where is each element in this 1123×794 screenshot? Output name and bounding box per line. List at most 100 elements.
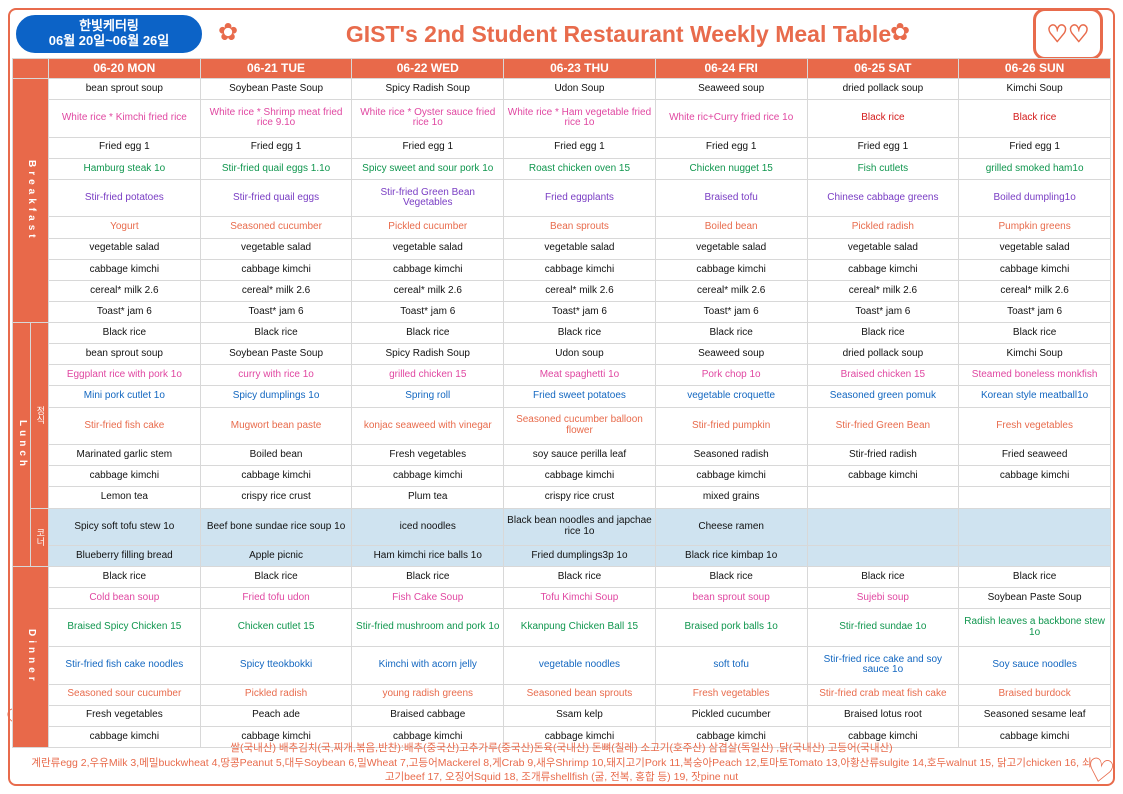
table-row: Stir-fried fish cakeMugwort bean pasteko… [13,407,1111,445]
meal-cell: Black rice [200,323,352,344]
table-row: Breakfastbean sprout soupSoybean Paste S… [13,79,1111,100]
meal-cell: Boiled bean [655,217,807,238]
meal-cell: Seasoned cucumber [200,217,352,238]
table-row: cereal* milk 2.6cereal* milk 2.6cereal* … [13,280,1111,301]
meal-cell: Yogurt [49,217,201,238]
meal-cell: Lemon tea [49,487,201,508]
flower-icon: ✿ [890,18,910,47]
meal-cell: Sujebi soup [807,588,959,609]
meal-cell: cabbage kimchi [504,466,656,487]
day-head: 06-25 SAT [807,59,959,79]
table-row: Fresh vegetablesPeach adeBraised cabbage… [13,705,1111,726]
meal-cell [959,487,1111,508]
meal-cell: Stir-fried crab meat fish cake [807,684,959,705]
meal-cell: iced noodles [352,508,504,546]
meal-cell: Fresh vegetables [959,407,1111,445]
meal-cell: cabbage kimchi [807,259,959,280]
meal-cell: Seasoned bean sprouts [504,684,656,705]
flower-icon: ✿ [218,18,238,47]
meal-cell [807,508,959,546]
table-row: Eggplant rice with pork 1ocurry with ric… [13,365,1111,386]
table-row: Marinated garlic stemBoiled beanFresh ve… [13,445,1111,466]
meal-cell: Black rice kimbap 1o [655,546,807,567]
meal-cell: Udon soup [504,344,656,365]
meal-cell: mixed grains [655,487,807,508]
meal-cell: Spicy Radish Soup [352,344,504,365]
meal-cell: Roast chicken oven 15 [504,158,656,179]
meal-cell: Pickled radish [807,217,959,238]
meal-cell: Radish leaves a backbone stew 1o [959,609,1111,647]
meal-cell: grilled smoked ham1o [959,158,1111,179]
meal-cell: Tofu Kimchi Soup [504,588,656,609]
meal-cell: cabbage kimchi [49,259,201,280]
meal-cell: Fried egg 1 [807,137,959,158]
badge-line1: 한빛케터링 [79,19,139,34]
meal-cell: Spicy Radish Soup [352,79,504,100]
meal-cell: Stir-fried radish [807,445,959,466]
meal-cell: cabbage kimchi [200,466,352,487]
meal-cell: Marinated garlic stem [49,445,201,466]
meal-cell: Fried seaweed [959,445,1111,466]
meal-cell: Spicy tteokbokki [200,646,352,684]
meal-cell: Black rice [49,323,201,344]
meal-cell: Toast* jam 6 [655,301,807,322]
meal-cell: cabbage kimchi [959,466,1111,487]
meal-cell: Soybean Paste Soup [200,79,352,100]
meal-cell: grilled chicken 15 [352,365,504,386]
meal-cell: Toast* jam 6 [807,301,959,322]
day-head: 06-26 SUN [959,59,1111,79]
meal-cell: Black rice [655,567,807,588]
meal-cell: Beef bone sundae rice soup 1o [200,508,352,546]
meal-cell: Hamburg steak 1o [49,158,201,179]
meal-cell: vegetable salad [504,238,656,259]
meal-cell: Stir-fried quail eggs [200,179,352,217]
meal-cell: Udon Soup [504,79,656,100]
table-row: 코너Spicy soft tofu stew 1oBeef bone sunda… [13,508,1111,546]
meal-cell: crispy rice crust [200,487,352,508]
meal-cell [807,546,959,567]
meal-cell: cabbage kimchi [352,466,504,487]
table-row: DinnerBlack riceBlack riceBlack riceBlac… [13,567,1111,588]
table-row: Hamburg steak 1oStir-fried quail eggs 1.… [13,158,1111,179]
meal-cell: Black rice [959,323,1111,344]
meal-cell: Fresh vegetables [352,445,504,466]
meal-cell: cereal* milk 2.6 [959,280,1111,301]
meal-cell: White rice * Oyster sauce fried rice 1o [352,100,504,138]
meal-cell: cabbage kimchi [959,259,1111,280]
table-row: Fried egg 1Fried egg 1Fried egg 1Fried e… [13,137,1111,158]
meal-cell: Kimchi Soup [959,344,1111,365]
meal-cell: dried pollack soup [807,79,959,100]
meal-cell: Stir-fried Green Bean Vegetables [352,179,504,217]
meal-cell: Fried egg 1 [504,137,656,158]
meal-cell: Mugwort bean paste [200,407,352,445]
meal-cell: soft tofu [655,646,807,684]
meal-cell: cereal* milk 2.6 [200,280,352,301]
meal-cell: Seasoned sesame leaf [959,705,1111,726]
meal-tbody: Breakfastbean sprout soupSoybean Paste S… [13,79,1111,748]
meal-cell: Stir-fried mushroom and pork 1o [352,609,504,647]
date-badge: 한빛케터링 06월 20일~06월 26일 [14,13,204,55]
meal-cell: vegetable noodles [504,646,656,684]
meal-cell: Fried tofu udon [200,588,352,609]
meal-cell: Fresh vegetables [655,684,807,705]
meal-cell: Braised lotus root [807,705,959,726]
day-head: 06-22 WED [352,59,504,79]
meal-cell: Fried egg 1 [49,137,201,158]
badge-line2: 06월 20일~06월 26일 [49,34,170,49]
meal-cell: Seasoned radish [655,445,807,466]
meal-cell: Cheese ramen [655,508,807,546]
meal-cell: Boiled bean [200,445,352,466]
meal-cell: Toast* jam 6 [49,301,201,322]
table-row: Seasoned sour cucumberPickled radishyoun… [13,684,1111,705]
meal-cell: Fish cutlets [807,158,959,179]
meal-cell: cereal* milk 2.6 [352,280,504,301]
meal-cell: Seasoned sour cucumber [49,684,201,705]
meal-cell: Pork chop 1o [655,365,807,386]
meal-cell: Stir-fried sundae 1o [807,609,959,647]
meal-cell: vegetable salad [959,238,1111,259]
meal-table: 06-20 MON 06-21 TUE 06-22 WED 06-23 THU … [12,58,1111,748]
day-head: 06-20 MON [49,59,201,79]
table-row: vegetable saladvegetable saladvegetable … [13,238,1111,259]
header: 한빛케터링 06월 20일~06월 26일 GIST's 2nd Student… [14,14,1109,54]
table-row: White rice * Kimchi fried riceWhite rice… [13,100,1111,138]
